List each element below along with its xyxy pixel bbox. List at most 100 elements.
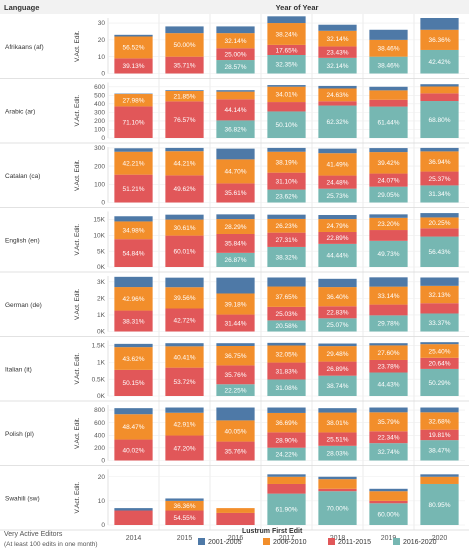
data-label: 23.62% xyxy=(275,193,297,200)
bar-segment xyxy=(216,277,255,294)
bar-segment xyxy=(318,343,357,347)
bar-segment xyxy=(216,159,255,184)
bar-segment xyxy=(114,148,153,152)
bar-segment xyxy=(267,172,306,190)
bar-segment xyxy=(369,500,408,504)
bar-segment xyxy=(318,306,357,319)
bar-segment xyxy=(318,346,357,362)
bar-segment xyxy=(267,342,306,346)
data-label: 31.10% xyxy=(275,178,297,185)
bar-segment xyxy=(369,431,408,444)
data-label: 54.55% xyxy=(173,515,195,522)
legend-item-2016-2020[interactable]: 2016-2020 xyxy=(393,538,436,546)
data-label: 39.42% xyxy=(377,160,399,167)
bar-segment xyxy=(369,86,408,91)
bar-segment xyxy=(420,368,459,396)
data-label: 62.32% xyxy=(326,119,348,126)
bar-segment xyxy=(267,286,306,307)
bar-segment xyxy=(318,231,357,244)
y-axis-title: V.Act. Edit. xyxy=(74,30,81,62)
bar-segment xyxy=(267,493,306,525)
y-tick-label: 0K xyxy=(97,393,106,400)
bar-segment xyxy=(369,286,408,305)
bar-segment xyxy=(369,39,408,57)
data-label: 22.89% xyxy=(326,235,348,242)
bar-segment xyxy=(216,183,255,203)
bar-segment xyxy=(267,306,306,321)
bar-segment xyxy=(369,186,408,203)
bar-segment xyxy=(216,90,255,92)
bar-segment xyxy=(165,343,204,347)
bar-segment xyxy=(267,379,306,396)
bar-segment xyxy=(318,318,357,332)
bar-segment xyxy=(318,214,357,220)
legend-item-2006-2010[interactable]: 2006-2010 xyxy=(263,538,306,546)
data-label: 29.78% xyxy=(377,321,399,328)
bar-segment xyxy=(216,219,255,234)
bar-segment xyxy=(267,412,306,433)
bar-segment xyxy=(369,230,408,241)
data-label: 60.01% xyxy=(173,249,195,256)
y-tick-label: 10 xyxy=(98,498,106,505)
data-label: 34.98% xyxy=(122,228,144,235)
y-tick-label: 200 xyxy=(94,445,105,452)
bar-segment xyxy=(267,44,306,55)
data-label: 20.64% xyxy=(428,361,450,368)
y-tick-label: 10 xyxy=(98,54,106,61)
y-tick-label: 20 xyxy=(98,37,106,44)
data-label: 38.46% xyxy=(377,62,399,69)
data-label: 61.44% xyxy=(377,120,399,127)
bar-segment xyxy=(369,106,408,138)
row-label: German (de) xyxy=(5,302,42,309)
y-tick-label: 300 xyxy=(94,110,105,117)
y-tick-label: 15K xyxy=(93,217,105,224)
bar-segment xyxy=(216,120,255,138)
y-tick-label: 20 xyxy=(98,474,106,481)
bar-segment xyxy=(267,16,306,24)
data-label: 25.73% xyxy=(326,193,348,200)
bar-segment xyxy=(420,476,459,484)
bar-segment xyxy=(165,33,204,57)
y-tick-label: 400 xyxy=(94,432,105,439)
legend-item-2011-2015[interactable]: 2011-2015 xyxy=(328,538,371,546)
data-label: 31.34% xyxy=(428,191,450,198)
bar-segment xyxy=(318,432,357,446)
legend-item-2001-2005[interactable]: 2001-2005 xyxy=(198,538,241,546)
data-label: 23.43% xyxy=(326,49,348,56)
data-label: 35.76% xyxy=(224,372,246,379)
bar-segment xyxy=(165,412,204,436)
data-label: 49.62% xyxy=(173,186,195,193)
y-tick-label: 600 xyxy=(94,420,105,427)
legend-title: Lustrum First Edit xyxy=(242,528,303,535)
row-header: Language xyxy=(4,3,39,12)
row-label: Italian (it) xyxy=(5,366,32,373)
bar-segment xyxy=(318,445,357,461)
x-tick-label: 2014 xyxy=(126,535,142,542)
bar-segment xyxy=(216,148,255,160)
data-label: 50.10% xyxy=(275,122,297,129)
y-tick-label: 200 xyxy=(94,163,105,170)
data-label: 44.43% xyxy=(377,382,399,389)
bar-segment xyxy=(165,175,204,203)
bar-segment xyxy=(318,491,357,525)
data-label: 24.79% xyxy=(326,223,348,230)
data-label: 35.61% xyxy=(224,190,246,197)
data-label: 36.36% xyxy=(173,503,195,510)
data-label: 28.57% xyxy=(224,64,246,71)
bar-segment xyxy=(165,151,204,176)
data-label: 32.05% xyxy=(275,351,297,358)
bar-segment xyxy=(267,320,306,332)
bar-segment xyxy=(420,171,459,186)
y-tick-label: 600 xyxy=(94,84,105,91)
data-label: 38.46% xyxy=(377,46,399,53)
bar-segment xyxy=(420,407,459,413)
data-label: 38.01% xyxy=(326,420,348,427)
y-tick-label: 400 xyxy=(94,101,105,108)
data-label: 50.15% xyxy=(122,380,144,387)
bar-segment xyxy=(216,420,255,442)
bar-segment xyxy=(114,94,153,107)
data-label: 36.40% xyxy=(326,294,348,301)
data-label: 36.75% xyxy=(224,353,246,360)
bar-segment xyxy=(114,36,153,59)
y-tick-label: 2K xyxy=(97,296,106,303)
